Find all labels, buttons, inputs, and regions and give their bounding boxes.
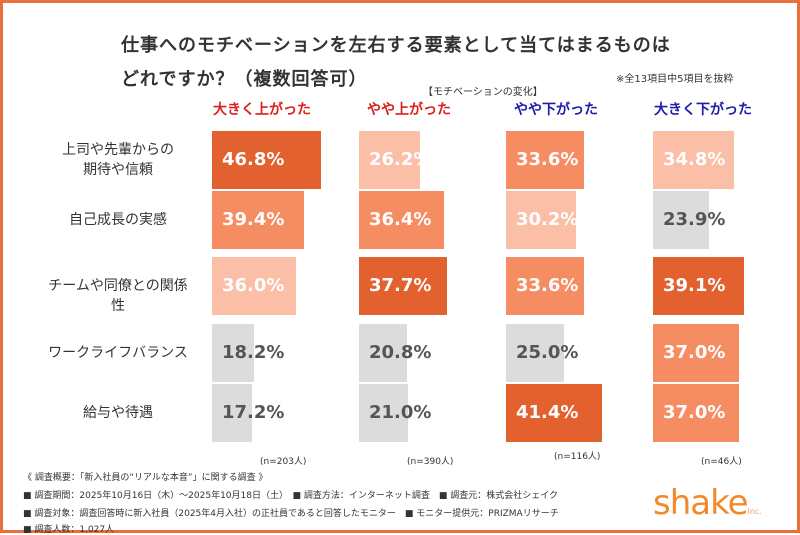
bar [359, 384, 408, 442]
bar [506, 324, 565, 382]
bar [212, 384, 253, 442]
sample-size: (n=46人) [701, 457, 742, 467]
column-header: やや下がった [514, 102, 598, 118]
data-label: 37.0% [663, 342, 726, 363]
sample-size: (n=116人) [554, 452, 601, 462]
bar [653, 131, 735, 189]
data-label: 37.7% [369, 275, 432, 296]
data-label: 39.4% [222, 209, 285, 230]
sample-size: (n=390人) [407, 457, 454, 467]
title-line-1: 仕事へのモチベーションを左右する要素として当てはまるものは [121, 35, 671, 56]
column-header: やや上がった [367, 102, 451, 118]
shake-logo: shakeInc. [653, 483, 762, 523]
row-label: 給与や待遇 [83, 405, 153, 421]
bar [212, 257, 296, 315]
excerpt-note: ※全13項目中5項目を抜粋 [616, 74, 734, 85]
data-label: 36.4% [369, 209, 432, 230]
sample-size: (n=203人) [260, 457, 307, 467]
bar [506, 257, 585, 315]
bar [212, 191, 304, 249]
row-label: 上司や先輩からの 期待や信頼 [62, 142, 174, 178]
data-label: 33.6% [516, 275, 579, 296]
data-label: 21.0% [369, 402, 432, 423]
row-label: チームや同僚との関係性 [48, 278, 188, 314]
data-label: 17.2% [222, 402, 285, 423]
bar [359, 131, 421, 189]
bar [653, 257, 745, 315]
data-label: 30.2% [516, 209, 579, 230]
bar [212, 131, 322, 189]
data-label: 26.2% [369, 149, 432, 170]
footer-line-1: ■ 調査期間：2025年10月16日（木）～2025年10月18日（土） ■ 調… [23, 491, 559, 501]
data-label: 25.0% [516, 342, 579, 363]
column-header: 大きく上がった [213, 102, 311, 118]
data-label: 41.4% [516, 402, 579, 423]
footer-line-3: ■ 調査人数：1,027人 [23, 525, 115, 535]
chart-subtitle: 【モチベーションの変化】 [423, 87, 543, 98]
data-label: 20.8% [369, 342, 432, 363]
footer-line-2: ■ 調査対象：調査回答時に新入社員（2025年4月入社）の正社員であると回答した… [23, 509, 559, 519]
bar [653, 384, 740, 442]
title-line-2: どれですか？（複数回答可） [121, 69, 368, 90]
data-label: 23.9% [663, 209, 726, 230]
bar [212, 324, 255, 382]
bar [359, 257, 447, 315]
logo-text: shake [653, 483, 748, 523]
row-label: 自己成長の実感 [69, 212, 167, 228]
data-label: 36.0% [222, 275, 285, 296]
column-header: 大きく下がった [654, 102, 752, 118]
bar [506, 131, 585, 189]
bar [359, 324, 408, 382]
bar [653, 191, 709, 249]
bar [359, 191, 444, 249]
logo-suffix: Inc. [747, 507, 762, 516]
data-label: 34.8% [663, 149, 726, 170]
data-label: 18.2% [222, 342, 285, 363]
data-label: 46.8% [222, 149, 285, 170]
footer-summary: 《 調査概要：「新入社員の“リアルな本音”」に関する調査 》 [23, 473, 268, 483]
data-label: 39.1% [663, 275, 726, 296]
data-label: 33.6% [516, 149, 579, 170]
row-label: ワークライフバランス [48, 345, 188, 361]
bar [653, 324, 740, 382]
bar [506, 191, 577, 249]
data-label: 37.0% [663, 402, 726, 423]
bar [506, 384, 603, 442]
